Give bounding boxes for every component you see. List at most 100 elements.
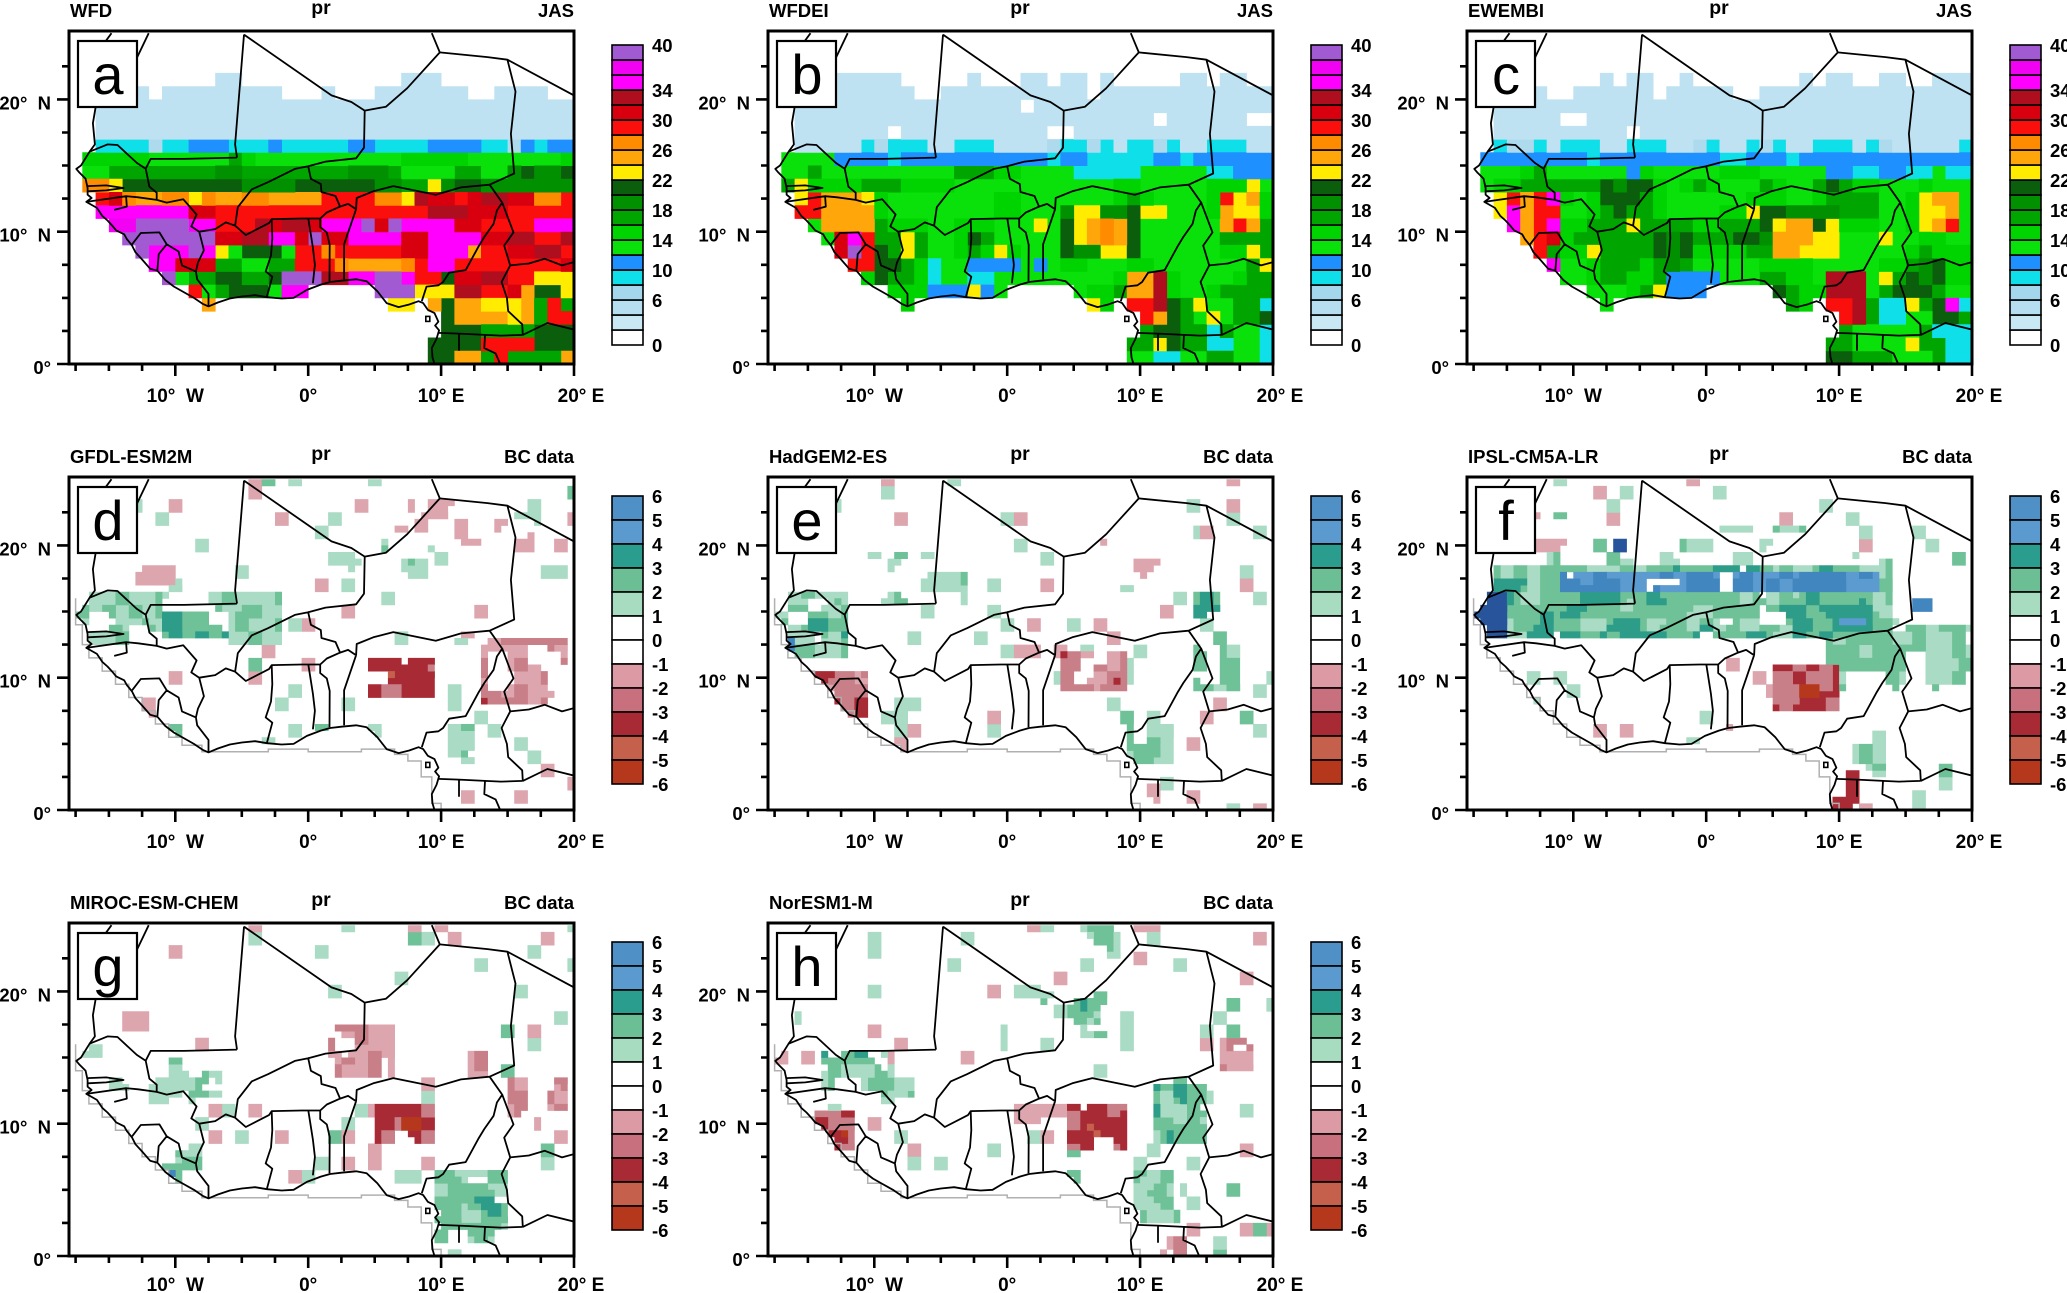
svg-text:BC data: BC data [1203,446,1274,467]
svg-text:10° W: 10° W [147,386,204,407]
svg-text:30: 30 [652,110,673,131]
svg-text:-3: -3 [652,1148,668,1169]
svg-text:10° N: 10° N [698,225,750,246]
svg-text:JAS: JAS [1936,0,1972,21]
svg-text:10° W: 10° W [846,386,903,407]
svg-text:-6: -6 [652,1220,668,1241]
svg-text:0°: 0° [998,386,1016,407]
svg-text:5: 5 [652,956,662,977]
svg-text:10° E: 10° E [1816,832,1863,853]
svg-text:5: 5 [1351,510,1361,531]
svg-text:-6: -6 [2050,774,2066,795]
svg-text:0°: 0° [33,357,51,378]
svg-text:-3: -3 [2050,702,2066,723]
svg-text:22: 22 [1351,170,1372,191]
svg-text:20° E: 20° E [1257,386,1304,407]
svg-text:20° N: 20° N [698,538,750,559]
svg-text:6: 6 [652,486,662,507]
svg-text:-4: -4 [652,726,669,747]
svg-text:-3: -3 [1351,702,1367,723]
svg-text:26: 26 [2050,140,2067,161]
svg-text:0: 0 [652,630,662,651]
svg-text:0: 0 [652,335,662,356]
svg-text:0°: 0° [998,832,1016,853]
svg-text:-5: -5 [2050,750,2066,771]
svg-text:EWEMBI: EWEMBI [1468,0,1544,21]
svg-text:20° E: 20° E [558,386,605,407]
svg-text:0°: 0° [732,803,750,824]
svg-text:MIROC-ESM-CHEM: MIROC-ESM-CHEM [70,892,239,913]
svg-text:6: 6 [1351,932,1361,953]
svg-text:BC data: BC data [1203,892,1274,913]
svg-text:f: f [1498,489,1514,552]
svg-text:20° N: 20° N [1397,92,1449,113]
svg-text:pr: pr [311,443,331,465]
svg-text:1: 1 [652,1052,662,1073]
svg-text:-4: -4 [1351,726,1368,747]
svg-text:-1: -1 [1351,1100,1367,1121]
svg-text:-2: -2 [652,1124,668,1145]
svg-text:20° E: 20° E [558,1275,605,1293]
svg-text:2: 2 [652,1028,662,1049]
svg-text:-2: -2 [652,678,668,699]
svg-text:4: 4 [1351,980,1362,1001]
svg-text:-1: -1 [652,654,668,675]
svg-text:pr: pr [311,0,331,19]
svg-text:-4: -4 [2050,726,2067,747]
svg-text:0°: 0° [1697,832,1715,853]
svg-text:40: 40 [652,35,673,56]
svg-text:5: 5 [2050,510,2060,531]
svg-text:10° E: 10° E [1117,386,1164,407]
svg-text:e: e [791,489,822,552]
svg-text:pr: pr [1010,0,1030,19]
svg-text:c: c [1492,43,1520,106]
svg-text:-5: -5 [652,750,668,771]
svg-text:NorESM1-M: NorESM1-M [769,892,873,913]
svg-text:BC data: BC data [1902,446,1973,467]
svg-text:22: 22 [2050,170,2067,191]
svg-text:0: 0 [1351,630,1361,651]
svg-text:10° N: 10° N [1397,671,1449,692]
svg-text:d: d [92,489,123,552]
svg-text:20° E: 20° E [1956,386,2003,407]
svg-text:1: 1 [652,606,662,627]
svg-text:6: 6 [652,932,662,953]
svg-text:10: 10 [1351,260,1372,281]
svg-text:34: 34 [1351,80,1372,101]
svg-text:3: 3 [1351,558,1361,579]
svg-text:10: 10 [2050,260,2067,281]
svg-text:0°: 0° [998,1275,1016,1293]
svg-text:6: 6 [1351,486,1361,507]
svg-text:10° E: 10° E [418,832,465,853]
svg-text:0: 0 [652,1076,662,1097]
svg-text:10° W: 10° W [846,832,903,853]
svg-text:14: 14 [1351,230,1372,251]
svg-text:-2: -2 [1351,1124,1367,1145]
svg-text:10° N: 10° N [1397,225,1449,246]
svg-text:10° E: 10° E [1816,386,1863,407]
svg-text:2: 2 [1351,1028,1361,1049]
svg-text:-5: -5 [1351,750,1367,771]
svg-text:10° E: 10° E [418,386,465,407]
svg-text:-3: -3 [652,702,668,723]
svg-text:40: 40 [1351,35,1372,56]
svg-text:10° N: 10° N [0,671,51,692]
svg-text:pr: pr [1010,443,1030,465]
svg-text:3: 3 [652,1004,662,1025]
svg-text:4: 4 [652,980,663,1001]
svg-text:IPSL-CM5A-LR: IPSL-CM5A-LR [1468,446,1599,467]
svg-text:0: 0 [2050,630,2060,651]
svg-text:3: 3 [1351,1004,1361,1025]
svg-text:20° N: 20° N [698,92,750,113]
svg-text:WFD: WFD [70,0,112,21]
svg-text:18: 18 [1351,200,1372,221]
svg-text:10: 10 [652,260,673,281]
svg-text:20° E: 20° E [1257,832,1304,853]
svg-text:26: 26 [1351,140,1372,161]
svg-text:18: 18 [652,200,673,221]
svg-text:-3: -3 [1351,1148,1367,1169]
svg-text:HadGEM2-ES: HadGEM2-ES [769,446,887,467]
svg-text:WFDEI: WFDEI [769,0,829,21]
svg-text:0°: 0° [732,357,750,378]
svg-text:b: b [791,43,822,106]
